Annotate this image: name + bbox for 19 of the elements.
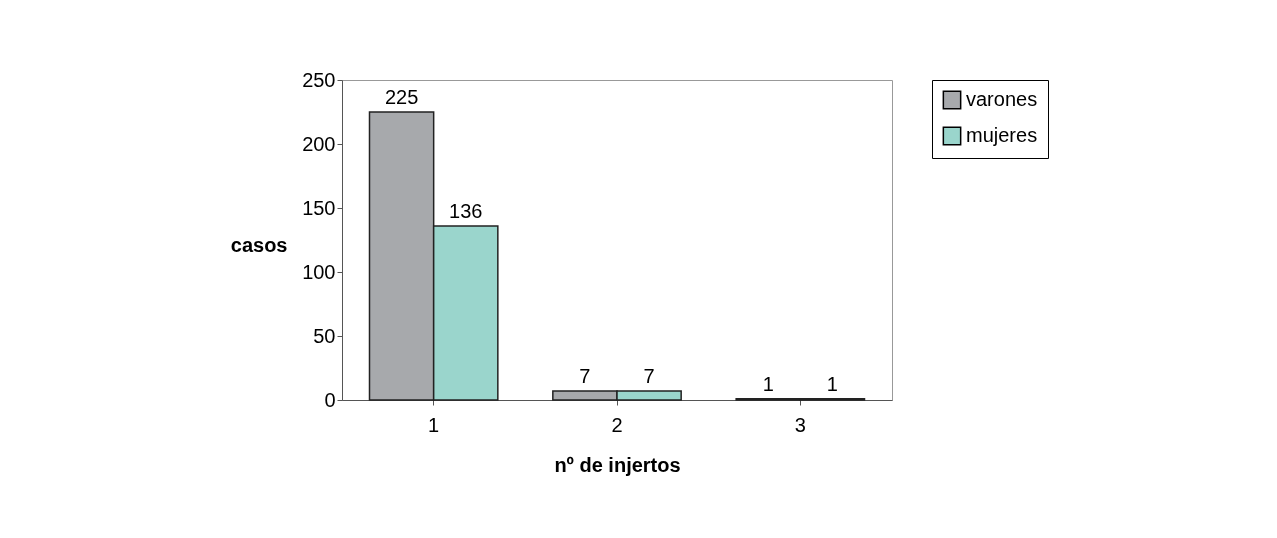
data-label: 225 [384,86,419,108]
y-tick-label: 0 [324,388,336,411]
legend-label: mujeres [966,124,1038,146]
y-tick-label: 50 [313,324,336,347]
data-label: 7 [643,365,655,388]
y-tick-label: 200 [302,132,336,155]
x-tick-label: 2 [611,413,623,436]
legend-label: varones [966,88,1038,110]
x-tick-label: 3 [794,413,806,436]
y-tick-label: 150 [302,196,336,219]
data-label: 1 [826,372,838,395]
y-tick-label: 100 [302,260,336,283]
data-label: 1 [762,372,774,395]
y-tick-label: 250 [302,68,336,91]
y-axis-title: casos [230,233,288,256]
x-axis-title: nº de injertos [554,453,681,476]
x-tick-label: 1 [428,413,440,436]
data-label: 7 [579,365,591,388]
data-label: 136 [449,199,483,222]
